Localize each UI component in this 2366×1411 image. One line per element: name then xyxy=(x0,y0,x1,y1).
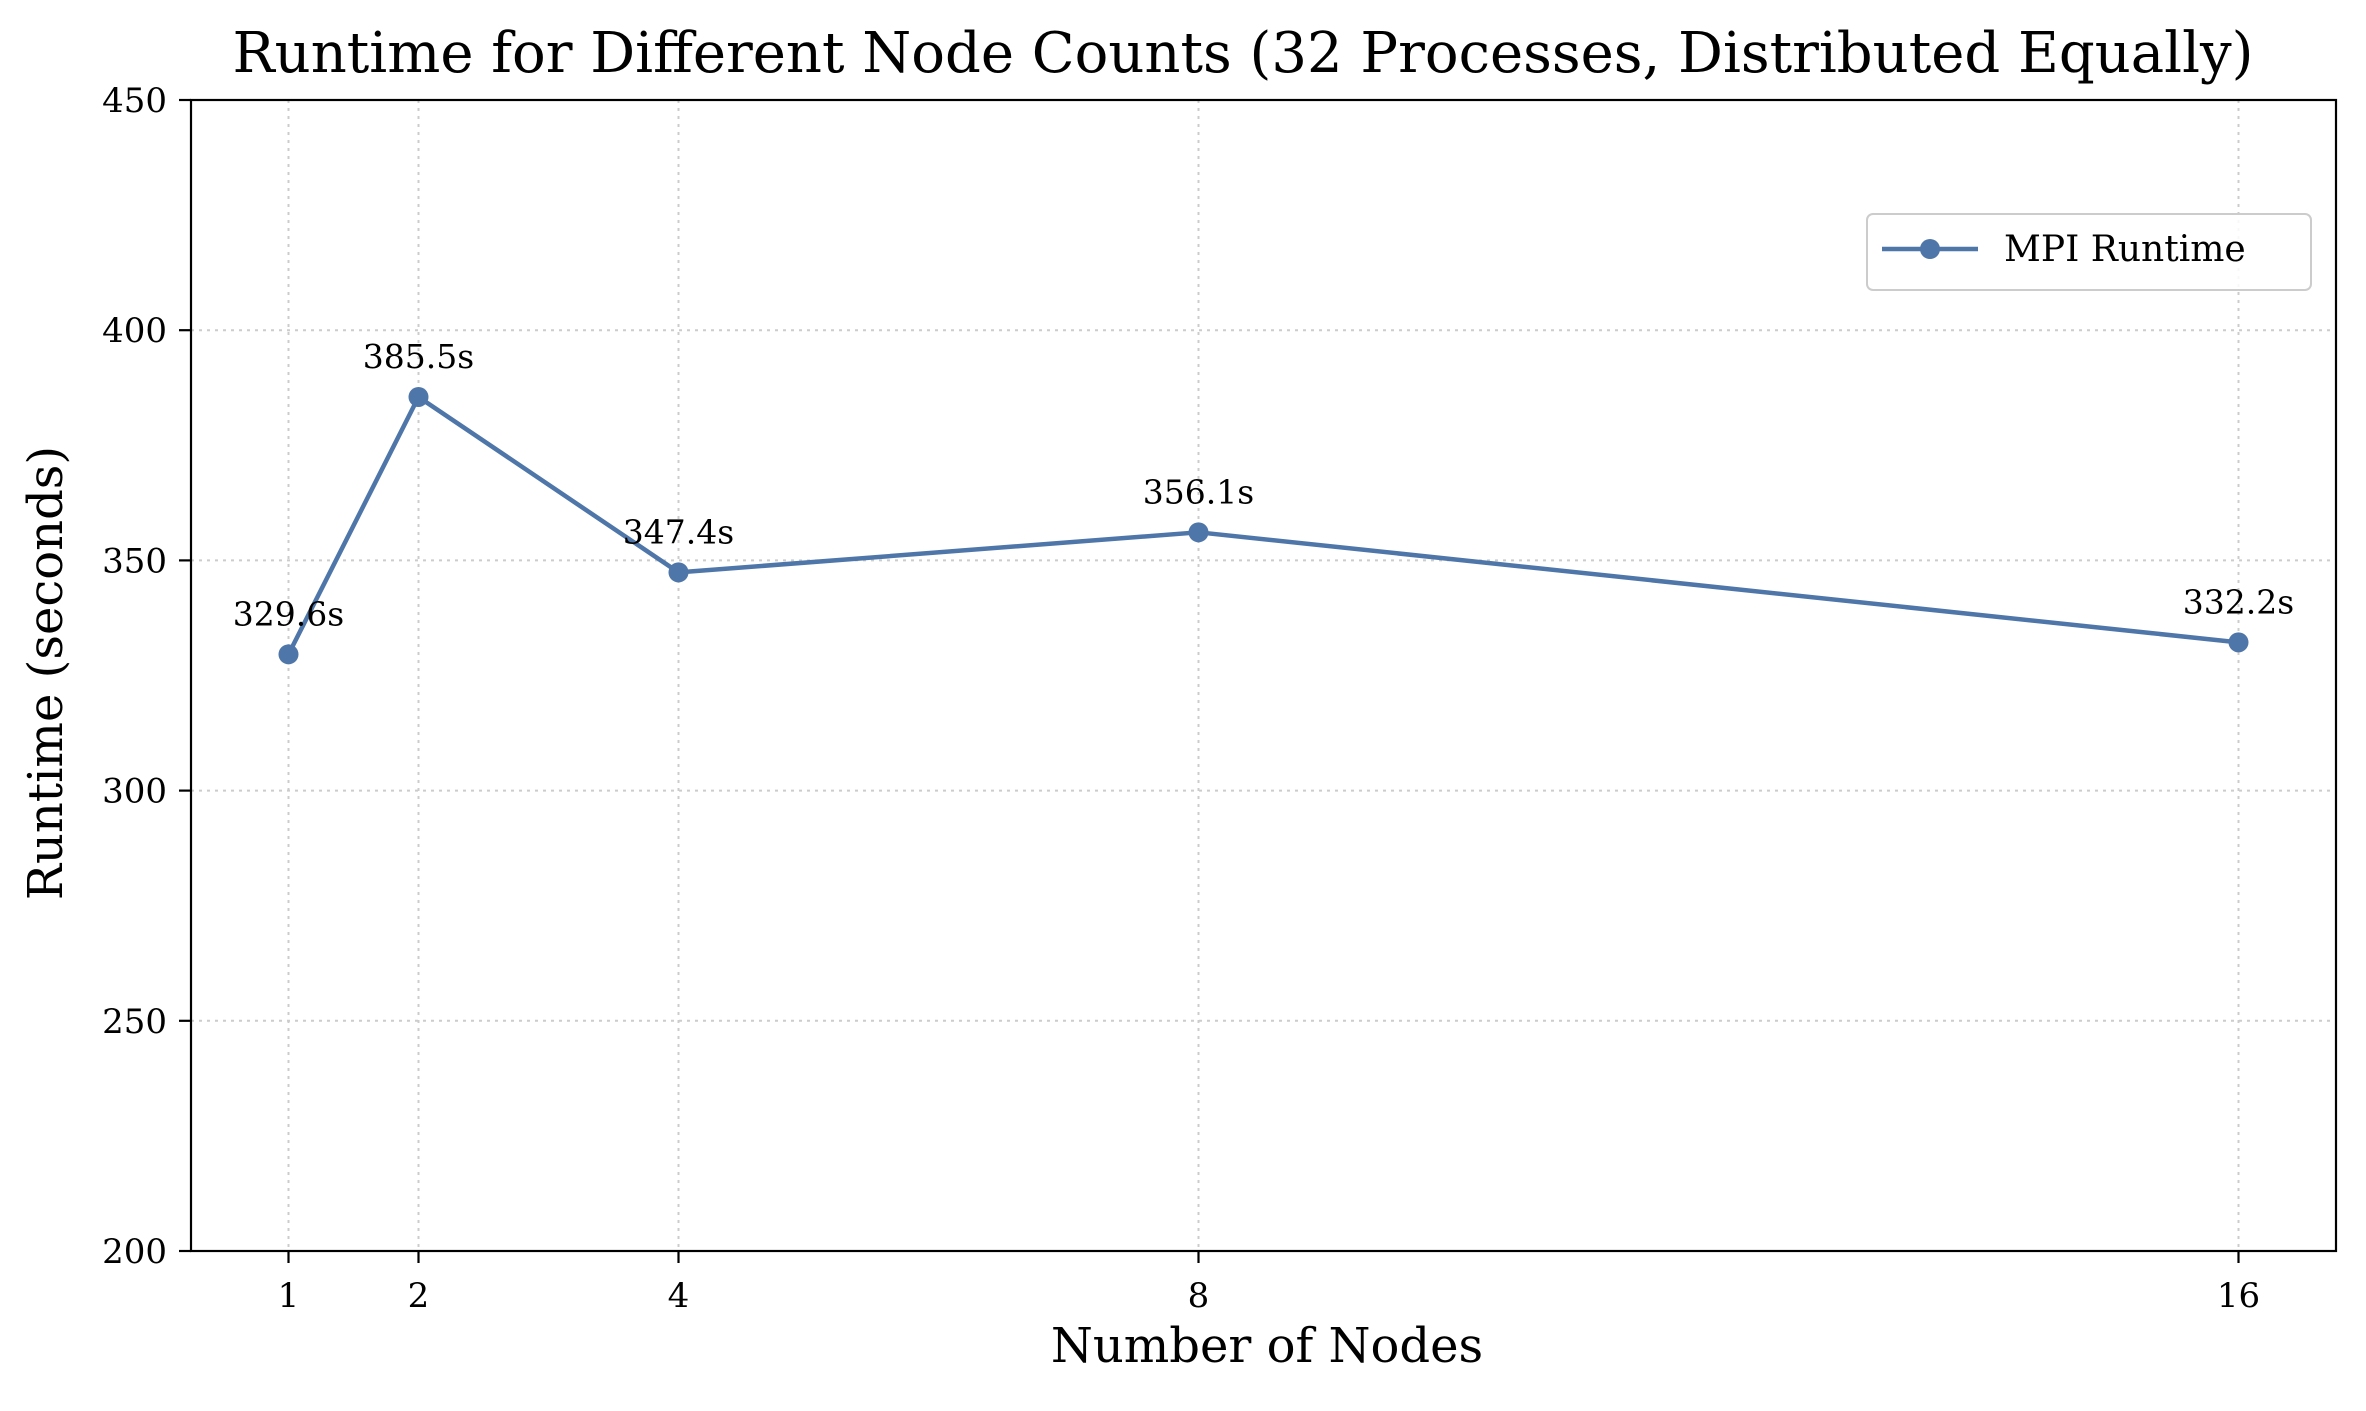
y-tick-label: 350 xyxy=(102,541,167,581)
y-tick-label: 250 xyxy=(102,1002,167,1042)
legend-box xyxy=(1866,213,2312,291)
data-label: 329.6s xyxy=(233,594,344,633)
x-tick-label: 2 xyxy=(408,1276,430,1316)
legend-marker xyxy=(1920,239,1940,259)
data-label: 385.5s xyxy=(363,337,474,376)
y-tick-label: 200 xyxy=(102,1232,167,1272)
series-layer xyxy=(278,386,2249,665)
plot-frame xyxy=(189,98,2338,1253)
y-tick-label: 400 xyxy=(102,311,167,351)
grid-lines xyxy=(191,100,2336,1251)
y-tick-label: 300 xyxy=(102,772,167,812)
data-point xyxy=(408,386,429,407)
data-label: 356.1s xyxy=(1143,472,1254,511)
data-label: 332.2s xyxy=(2183,582,2294,621)
y-tick-label: 450 xyxy=(102,81,167,121)
x-tick-label: 8 xyxy=(1188,1276,1210,1316)
data-label: 347.4s xyxy=(623,512,734,551)
data-labels: 329.6s 385.5s 347.4s 356.1s 332.2s xyxy=(233,337,2294,633)
legend: MPI Runtime xyxy=(1866,213,2312,291)
x-tick-label: 1 xyxy=(278,1276,300,1316)
data-point xyxy=(1188,522,1209,543)
x-axis-label: Number of Nodes xyxy=(1051,1318,1483,1374)
y-axis-label: Runtime (seconds) xyxy=(18,446,74,900)
data-point xyxy=(668,562,689,583)
legend-entry-label: MPI Runtime xyxy=(2004,229,2246,270)
data-point xyxy=(2228,632,2249,653)
chart-title: Runtime for Different Node Counts (32 Pr… xyxy=(233,21,2254,86)
axis-ticks: 1 2 4 8 16 200 250 300 350 400 450 xyxy=(102,81,2260,1316)
x-tick-label: 16 xyxy=(2217,1276,2260,1316)
data-point xyxy=(278,644,299,665)
x-tick-label: 4 xyxy=(668,1276,690,1316)
